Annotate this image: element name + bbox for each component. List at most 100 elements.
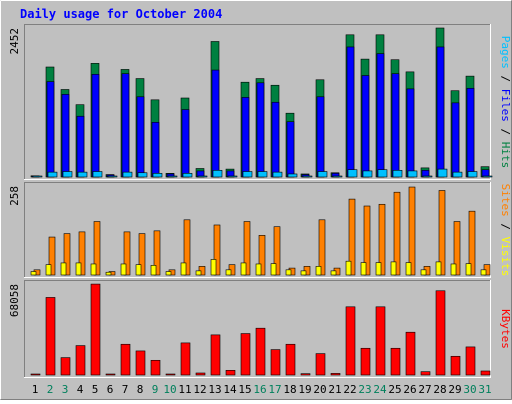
bar-pages-day-28 bbox=[437, 168, 448, 178]
bar-visits-day-30 bbox=[468, 210, 476, 276]
x-tick-label-day-22: 22 bbox=[343, 383, 356, 396]
bar-files-day-24 bbox=[376, 53, 385, 178]
bar-visits-day-25 bbox=[393, 191, 401, 276]
bar-kbytes-day-21 bbox=[330, 373, 341, 376]
x-tick-label-day-20: 20 bbox=[313, 383, 326, 396]
legend-entry: Sites bbox=[499, 184, 512, 217]
bar-files-day-15 bbox=[241, 97, 250, 178]
bar-files-day-3 bbox=[61, 94, 70, 178]
bar-files-day-30 bbox=[466, 87, 475, 178]
bar-visits-day-5 bbox=[93, 221, 101, 276]
x-tick-label-day-17: 17 bbox=[268, 383, 281, 396]
x-tick-label-day-5: 5 bbox=[92, 383, 99, 396]
x-tick-label-day-9: 9 bbox=[152, 383, 159, 396]
bar-pages-day-23 bbox=[362, 170, 373, 178]
bar-kbytes-day-24 bbox=[375, 306, 386, 376]
bar-sites-day-20 bbox=[315, 266, 322, 276]
bar-kbytes-day-3 bbox=[60, 357, 71, 376]
bar-files-day-7 bbox=[121, 73, 130, 178]
bar-kbytes-day-13 bbox=[210, 334, 221, 376]
bar-pages-day-16 bbox=[257, 171, 268, 178]
y-axis-max-label: 2452 bbox=[8, 28, 21, 55]
x-tick-label-day-7: 7 bbox=[122, 383, 129, 396]
bar-visits-day-11 bbox=[183, 219, 191, 276]
bar-visits-day-29 bbox=[453, 221, 461, 276]
bar-visits-day-7 bbox=[123, 231, 131, 276]
bar-files-day-5 bbox=[91, 74, 100, 178]
y-axis-max-label: 68058 bbox=[8, 284, 21, 317]
bar-files-day-20 bbox=[316, 96, 325, 178]
x-tick-label-day-21: 21 bbox=[328, 383, 341, 396]
bar-visits-day-16 bbox=[258, 235, 266, 276]
bar-visits-day-2 bbox=[48, 236, 56, 276]
bar-pages-day-13 bbox=[212, 170, 223, 178]
bar-sites-day-22 bbox=[345, 260, 352, 276]
bar-files-day-18 bbox=[286, 121, 295, 178]
bar-kbytes-day-11 bbox=[180, 342, 191, 376]
bar-kbytes-day-15 bbox=[240, 333, 251, 376]
bar-sites-day-12 bbox=[195, 270, 202, 276]
bar-pages-day-2 bbox=[47, 171, 58, 178]
x-tick-label-day-28: 28 bbox=[433, 383, 446, 396]
bar-sites-day-7 bbox=[120, 263, 127, 276]
bar-files-day-25 bbox=[391, 73, 400, 178]
bar-sites-day-24 bbox=[375, 262, 382, 276]
bar-pages-day-18 bbox=[287, 173, 298, 178]
bar-pages-day-17 bbox=[272, 171, 283, 178]
bar-kbytes-day-17 bbox=[270, 349, 281, 376]
bar-kbytes-day-10 bbox=[165, 373, 176, 376]
x-tick-label-day-1: 1 bbox=[32, 383, 39, 396]
bar-files-day-9 bbox=[151, 122, 160, 178]
x-tick-label-day-8: 8 bbox=[137, 383, 144, 396]
x-tick-label-day-31: 31 bbox=[478, 383, 491, 396]
x-tick-label-day-26: 26 bbox=[403, 383, 416, 396]
bar-kbytes-day-14 bbox=[225, 370, 236, 376]
x-tick-label-day-2: 2 bbox=[47, 383, 54, 396]
bar-kbytes-day-26 bbox=[405, 331, 416, 376]
bar-sites-day-3 bbox=[60, 262, 67, 276]
bar-sites-day-21 bbox=[330, 270, 337, 276]
bar-pages-day-19 bbox=[302, 175, 313, 178]
panel-legend: KBytes bbox=[499, 309, 512, 349]
bar-visits-day-26 bbox=[408, 186, 416, 276]
bar-sites-day-9 bbox=[150, 265, 157, 276]
bar-pages-day-30 bbox=[467, 171, 478, 178]
bar-files-day-28 bbox=[436, 46, 445, 178]
bar-files-day-4 bbox=[76, 115, 85, 178]
bar-pages-day-27 bbox=[422, 175, 433, 178]
bar-pages-day-12 bbox=[197, 175, 208, 178]
x-tick-label-day-29: 29 bbox=[448, 383, 461, 396]
legend-entry: Pages bbox=[499, 36, 512, 69]
bar-kbytes-day-16 bbox=[255, 327, 266, 376]
x-tick-label-day-6: 6 bbox=[107, 383, 114, 396]
bar-pages-day-22 bbox=[347, 169, 358, 178]
bar-kbytes-day-8 bbox=[135, 350, 146, 376]
bar-sites-day-5 bbox=[90, 263, 97, 276]
bar-visits-day-8 bbox=[138, 233, 146, 276]
legend-entry: / bbox=[499, 69, 512, 89]
bar-files-day-11 bbox=[181, 109, 190, 178]
bar-pages-day-9 bbox=[152, 173, 163, 178]
bar-visits-day-4 bbox=[78, 231, 86, 276]
x-tick-label-day-14: 14 bbox=[223, 383, 237, 396]
bar-pages-day-7 bbox=[122, 171, 133, 178]
bar-kbytes-day-2 bbox=[45, 297, 56, 376]
bar-kbytes-day-5 bbox=[90, 283, 101, 376]
bar-files-day-16 bbox=[256, 82, 265, 178]
x-tick-label-day-25: 25 bbox=[388, 383, 401, 396]
bar-sites-day-16 bbox=[255, 263, 262, 276]
bar-visits-day-22 bbox=[348, 198, 356, 276]
bar-kbytes-day-29 bbox=[450, 355, 461, 376]
bar-kbytes-day-7 bbox=[120, 343, 131, 376]
bar-sites-day-26 bbox=[405, 262, 412, 276]
bar-kbytes-day-9 bbox=[150, 359, 161, 376]
bar-sites-day-29 bbox=[450, 263, 457, 276]
bar-files-day-13 bbox=[211, 69, 220, 178]
legend-entry: KBytes bbox=[499, 309, 512, 349]
chart-title: Daily usage for October 2004 bbox=[20, 7, 222, 21]
bar-files-day-23 bbox=[361, 75, 370, 178]
bar-pages-day-26 bbox=[407, 170, 418, 178]
bar-sites-day-25 bbox=[390, 261, 397, 276]
x-tick-label-day-10: 10 bbox=[163, 383, 176, 396]
